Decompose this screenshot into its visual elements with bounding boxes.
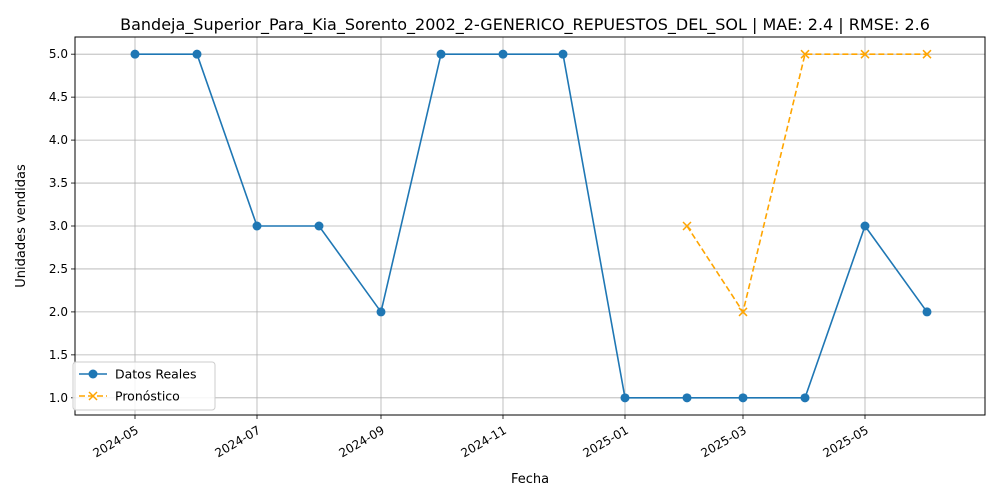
data-point — [314, 221, 324, 231]
data-point — [860, 221, 870, 231]
data-point — [738, 393, 748, 403]
series-1 — [682, 49, 932, 317]
data-point — [498, 49, 508, 59]
legend-entry: Datos Reales — [79, 367, 196, 382]
legend-box — [72, 361, 216, 411]
y-tick-label: 3.0 — [49, 219, 68, 233]
data-point — [922, 49, 932, 59]
data-point — [376, 307, 386, 317]
x-tick-label: 2025-03 — [698, 423, 748, 460]
data-point — [738, 307, 748, 317]
data-point — [192, 49, 202, 59]
data-point — [130, 49, 140, 59]
data-point — [800, 49, 810, 59]
data-point-stroke — [682, 221, 692, 231]
data-point — [620, 393, 630, 403]
x-tick-label: 2024-07 — [212, 423, 262, 460]
data-point — [922, 307, 932, 317]
y-tick-label: 1.5 — [49, 348, 68, 362]
data-point-stroke — [738, 307, 748, 317]
legend-entry: Pronóstico — [79, 389, 180, 404]
y-tick-label: 5.0 — [49, 47, 68, 61]
x-tick-label: 2025-01 — [580, 423, 630, 460]
y-axis-label: Unidades vendidas — [14, 164, 29, 288]
legend-label: Datos Reales — [115, 367, 196, 382]
series-line — [135, 53, 928, 399]
data-point-stroke — [922, 49, 932, 59]
series-0 — [130, 49, 932, 403]
data-point — [558, 49, 568, 59]
series-layer — [130, 49, 932, 403]
chart-title: Bandeja_Superior_Para_Kia_Sorento_2002_2… — [120, 15, 930, 35]
x-tick-label: 2025-05 — [820, 423, 870, 460]
legend: Datos Reales Pronóstico — [72, 361, 216, 411]
data-point — [252, 221, 262, 231]
x-axis-label: Fecha — [511, 472, 549, 487]
x-tick-label: 2024-05 — [90, 423, 140, 460]
data-point — [88, 369, 98, 379]
data-point-stroke — [800, 49, 810, 59]
data-point — [436, 49, 446, 59]
y-tick-label: 4.5 — [49, 90, 68, 104]
data-point — [800, 393, 810, 403]
data-point — [682, 393, 692, 403]
y-tick-label: 1.0 — [49, 391, 68, 405]
y-tick-label: 4.0 — [49, 133, 68, 147]
x-tick-label: 2024-09 — [336, 423, 386, 460]
data-point — [860, 49, 870, 59]
data-point-stroke — [88, 391, 98, 401]
y-tick-label: 3.5 — [49, 176, 68, 190]
legend-label: Pronóstico — [115, 389, 180, 404]
data-point — [88, 391, 98, 401]
y-tick-label: 2.5 — [49, 262, 68, 276]
data-point — [682, 221, 692, 231]
x-tick-label: 2024-11 — [458, 423, 508, 460]
series-line — [686, 53, 927, 314]
grid — [75, 37, 985, 415]
data-point-stroke — [860, 49, 870, 59]
y-tick-label: 2.0 — [49, 305, 68, 319]
